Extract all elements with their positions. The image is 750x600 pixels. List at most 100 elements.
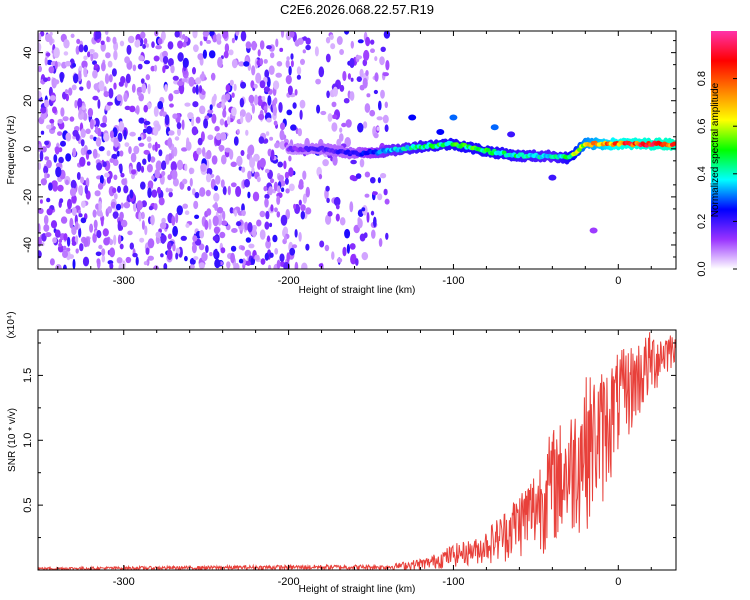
noise-blob xyxy=(117,234,122,245)
noise-blob xyxy=(288,167,294,177)
noise-blob xyxy=(92,209,97,218)
noise-blob xyxy=(172,177,179,187)
noise-blob xyxy=(187,112,194,120)
noise-blob xyxy=(276,259,281,269)
noise-blob xyxy=(132,201,137,212)
noise-blob xyxy=(132,252,138,258)
noise-blob xyxy=(98,146,105,152)
noise-blob xyxy=(211,155,218,165)
noise-blob xyxy=(113,234,117,246)
noise-blob xyxy=(286,56,290,61)
noise-blob xyxy=(285,188,290,194)
noise-blob xyxy=(279,129,285,141)
colorbar-tick-label: 0.6 xyxy=(696,119,708,134)
noise-blob xyxy=(127,35,135,44)
noise-blob xyxy=(201,71,205,82)
noise-blob xyxy=(147,152,151,163)
noise-blob xyxy=(89,118,94,130)
noise-blob xyxy=(359,68,364,78)
noise-blob xyxy=(373,132,379,139)
noise-blob xyxy=(341,122,347,128)
noise-blob xyxy=(76,172,81,180)
noise-blob xyxy=(94,190,101,197)
noise-blob xyxy=(296,74,301,80)
noise-blob xyxy=(199,187,206,197)
noise-blob xyxy=(44,156,50,161)
noise-blob xyxy=(212,215,219,227)
noise-blob xyxy=(331,101,337,108)
noise-blob xyxy=(167,241,172,251)
noise-blob xyxy=(241,209,246,217)
snr-plot-area xyxy=(38,330,676,570)
noise-blob xyxy=(291,244,298,249)
noise-blob xyxy=(292,102,297,109)
noise-blob xyxy=(72,258,76,269)
noise-blob xyxy=(112,187,117,194)
noise-blob xyxy=(126,44,132,55)
noise-blob xyxy=(259,58,263,66)
noise-blob xyxy=(205,189,211,197)
noise-blob xyxy=(266,45,272,50)
noise-blob xyxy=(216,102,222,109)
noise-blob xyxy=(40,130,45,135)
noise-blob xyxy=(176,122,182,130)
noise-blob xyxy=(192,31,198,39)
noise-blob xyxy=(153,203,158,211)
noise-blob xyxy=(79,86,84,91)
figure-title: C2E6.2026.068.22.57.R19 xyxy=(280,2,434,17)
noise-blob xyxy=(359,158,365,168)
spectrogram-x-axis: -300 -200 -100 0 xyxy=(57,31,652,287)
noise-blob xyxy=(102,161,107,168)
noise-blob xyxy=(382,72,389,77)
noise-blob xyxy=(65,179,69,186)
noise-blob xyxy=(153,64,158,72)
noise-blob xyxy=(182,178,188,185)
noise-blob xyxy=(238,258,244,264)
noise-blob xyxy=(102,228,109,237)
noise-blob xyxy=(144,225,148,236)
spectrogram-x-label: Height of straight line (km) xyxy=(299,285,416,296)
noise-blob xyxy=(339,127,343,133)
noise-blob xyxy=(93,219,98,229)
noise-blob xyxy=(150,214,155,226)
noise-blob xyxy=(181,78,188,83)
noise-blob xyxy=(44,172,48,180)
noise-blob xyxy=(162,65,166,74)
noise-blob xyxy=(253,83,258,89)
noise-blob xyxy=(67,198,72,210)
noise-blob xyxy=(223,50,229,59)
noise-blob xyxy=(361,252,369,261)
noise-blob xyxy=(60,140,66,147)
noise-blob xyxy=(180,235,187,241)
noise-blob xyxy=(226,116,231,126)
noise-blob xyxy=(55,264,62,269)
x-tick-label: -300 xyxy=(113,576,135,588)
noise-blob xyxy=(294,261,299,269)
noise-blob xyxy=(189,167,193,175)
noise-blob xyxy=(164,84,168,92)
noise-blob xyxy=(167,137,173,148)
noise-blob xyxy=(145,74,150,81)
noise-blob xyxy=(38,65,42,73)
noise-blob xyxy=(259,229,266,240)
x-tick-label: 0 xyxy=(615,576,621,588)
noise-blob xyxy=(302,49,306,54)
noise-blob xyxy=(65,153,72,162)
noise-blob xyxy=(191,126,198,136)
noise-blob xyxy=(335,213,340,222)
noise-blob xyxy=(141,83,147,94)
noise-blob xyxy=(78,185,83,196)
noise-blob xyxy=(84,185,89,195)
noise-blob xyxy=(48,182,53,191)
noise-blob xyxy=(324,244,330,252)
noise-blob xyxy=(60,107,65,117)
noise-blob xyxy=(345,119,352,128)
noise-blob xyxy=(89,223,94,233)
noise-blob xyxy=(100,211,103,218)
noise-blob xyxy=(325,36,331,44)
noise-blob xyxy=(264,69,270,79)
noise-blob xyxy=(147,180,154,189)
noise-blob xyxy=(302,36,308,41)
noise-blob xyxy=(370,210,375,216)
noise-blob xyxy=(167,233,172,240)
